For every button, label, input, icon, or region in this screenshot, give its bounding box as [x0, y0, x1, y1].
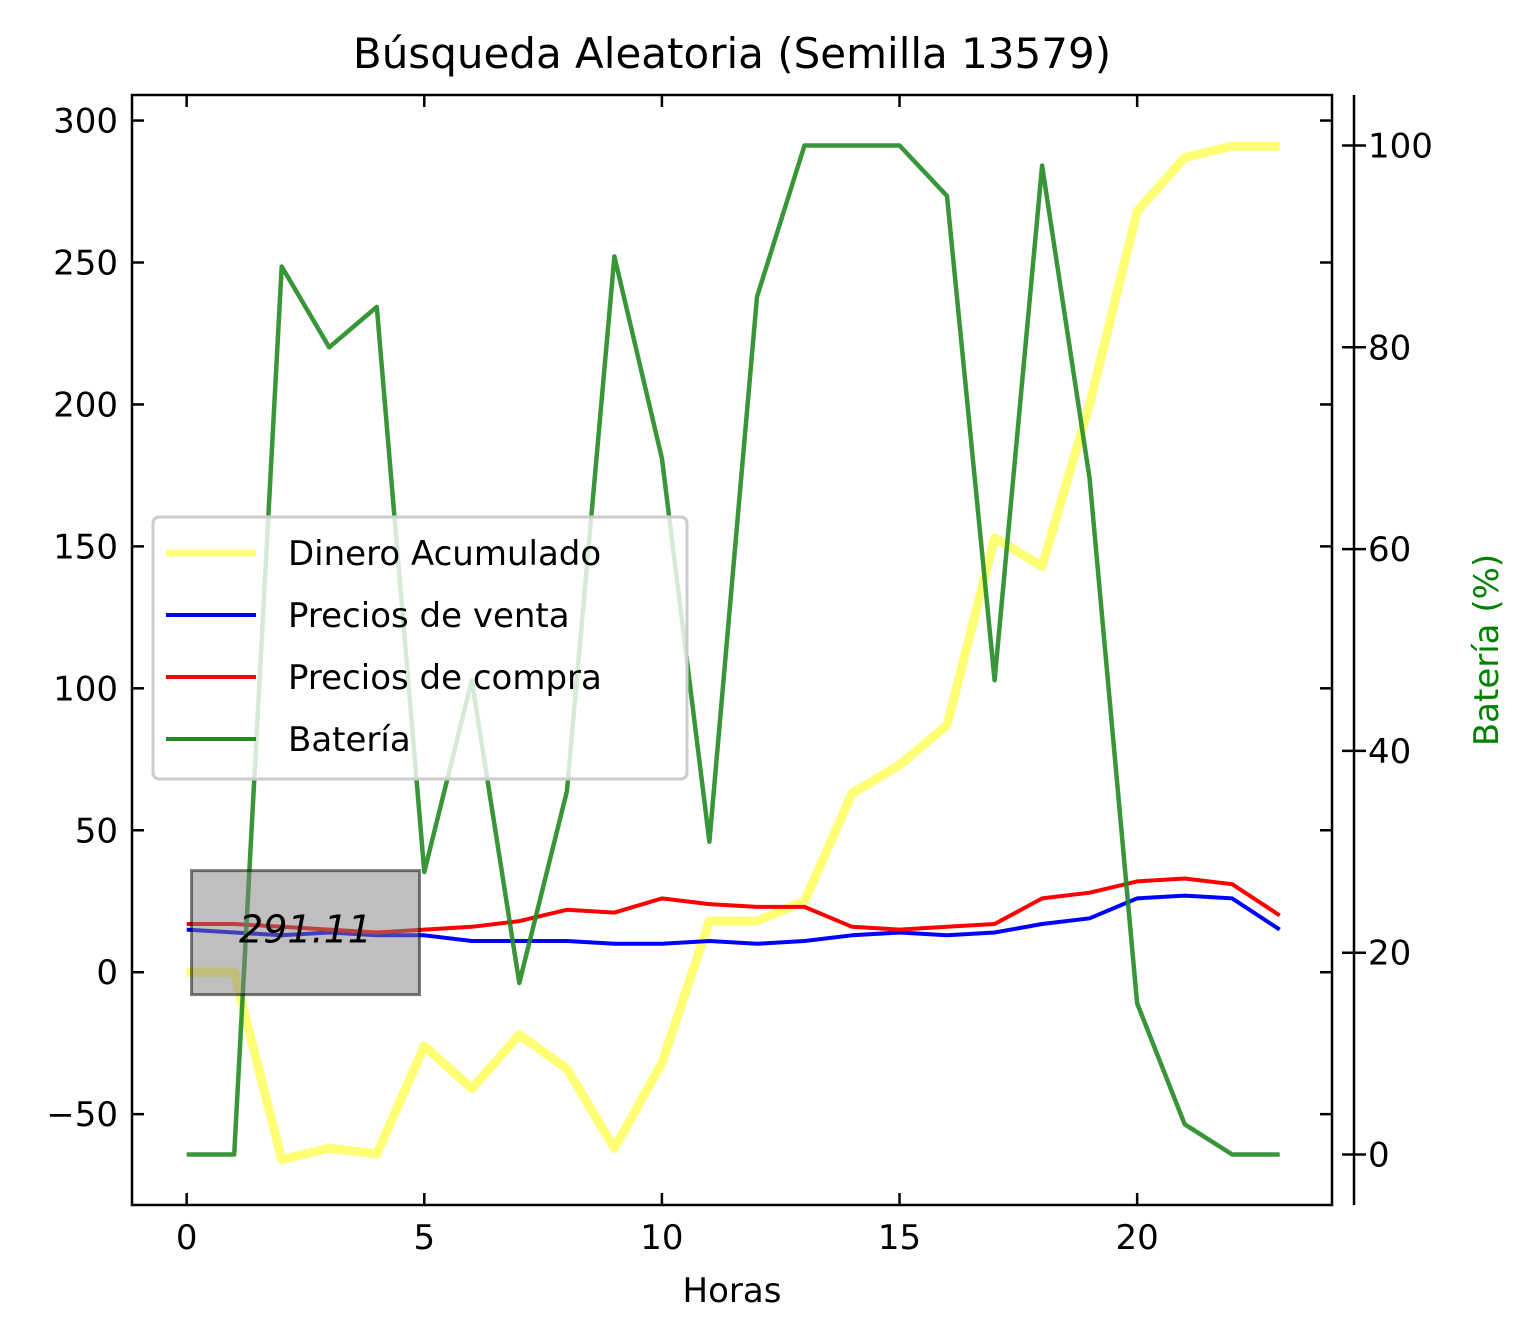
plot-frame	[130, 93, 1334, 1207]
y-tick-label: 50	[75, 811, 118, 851]
annotation-label: 291.11	[239, 908, 372, 952]
legend-items: Dinero Acumulado Precios de venta Precios …	[166, 534, 602, 760]
annotation-box	[190, 869, 421, 997]
annotation-layer: 291.11	[190, 869, 421, 997]
y-tick-label: 100	[53, 669, 118, 709]
y2-tick-label: 40	[1368, 732, 1411, 772]
x-tick-label: 0	[176, 1218, 198, 1258]
y-tick-label: 300	[53, 102, 118, 142]
axes-layer: 0 5 10 15 20 −50 0 50 100 150 200 250 300 0 20 40 60 80 10…	[46, 95, 1433, 1258]
y2-tick-label: 60	[1368, 530, 1411, 570]
legend-frame	[151, 515, 689, 781]
y2-tick-label: 20	[1368, 934, 1411, 974]
x-tick-label: 15	[878, 1218, 921, 1258]
y2-tick-label: 100	[1368, 126, 1433, 166]
legend-label: Batería	[288, 720, 411, 760]
y-tick-label: 200	[53, 385, 118, 425]
legend-label: Dinero Acumulado	[288, 534, 601, 574]
y-tick-label: 0	[96, 953, 118, 993]
series-line-4	[186, 143, 1280, 1157]
y-tick-label: 150	[53, 527, 118, 567]
x-tick-label: 10	[640, 1218, 683, 1258]
y-tick-label: 250	[53, 243, 118, 283]
x-tick-label: 20	[1116, 1218, 1159, 1258]
y-tick-label: −50	[46, 1095, 118, 1135]
legend: Dinero Acumulado Precios de venta Precios …	[151, 515, 689, 781]
y2-axis-label: Batería (%)	[1467, 554, 1507, 746]
y2-tick-label: 0	[1368, 1136, 1390, 1176]
x-axis-label: Horas	[683, 1271, 782, 1311]
x-tick-label: 5	[413, 1218, 435, 1258]
chart-title: Búsqueda Aleatoria (Semilla 13579)	[353, 29, 1111, 78]
y2-tick-label: 80	[1368, 328, 1411, 368]
series-line-1	[186, 141, 1280, 1165]
legend-label: Precios de compra	[288, 658, 602, 698]
legend-label: Precios de venta	[288, 596, 570, 636]
